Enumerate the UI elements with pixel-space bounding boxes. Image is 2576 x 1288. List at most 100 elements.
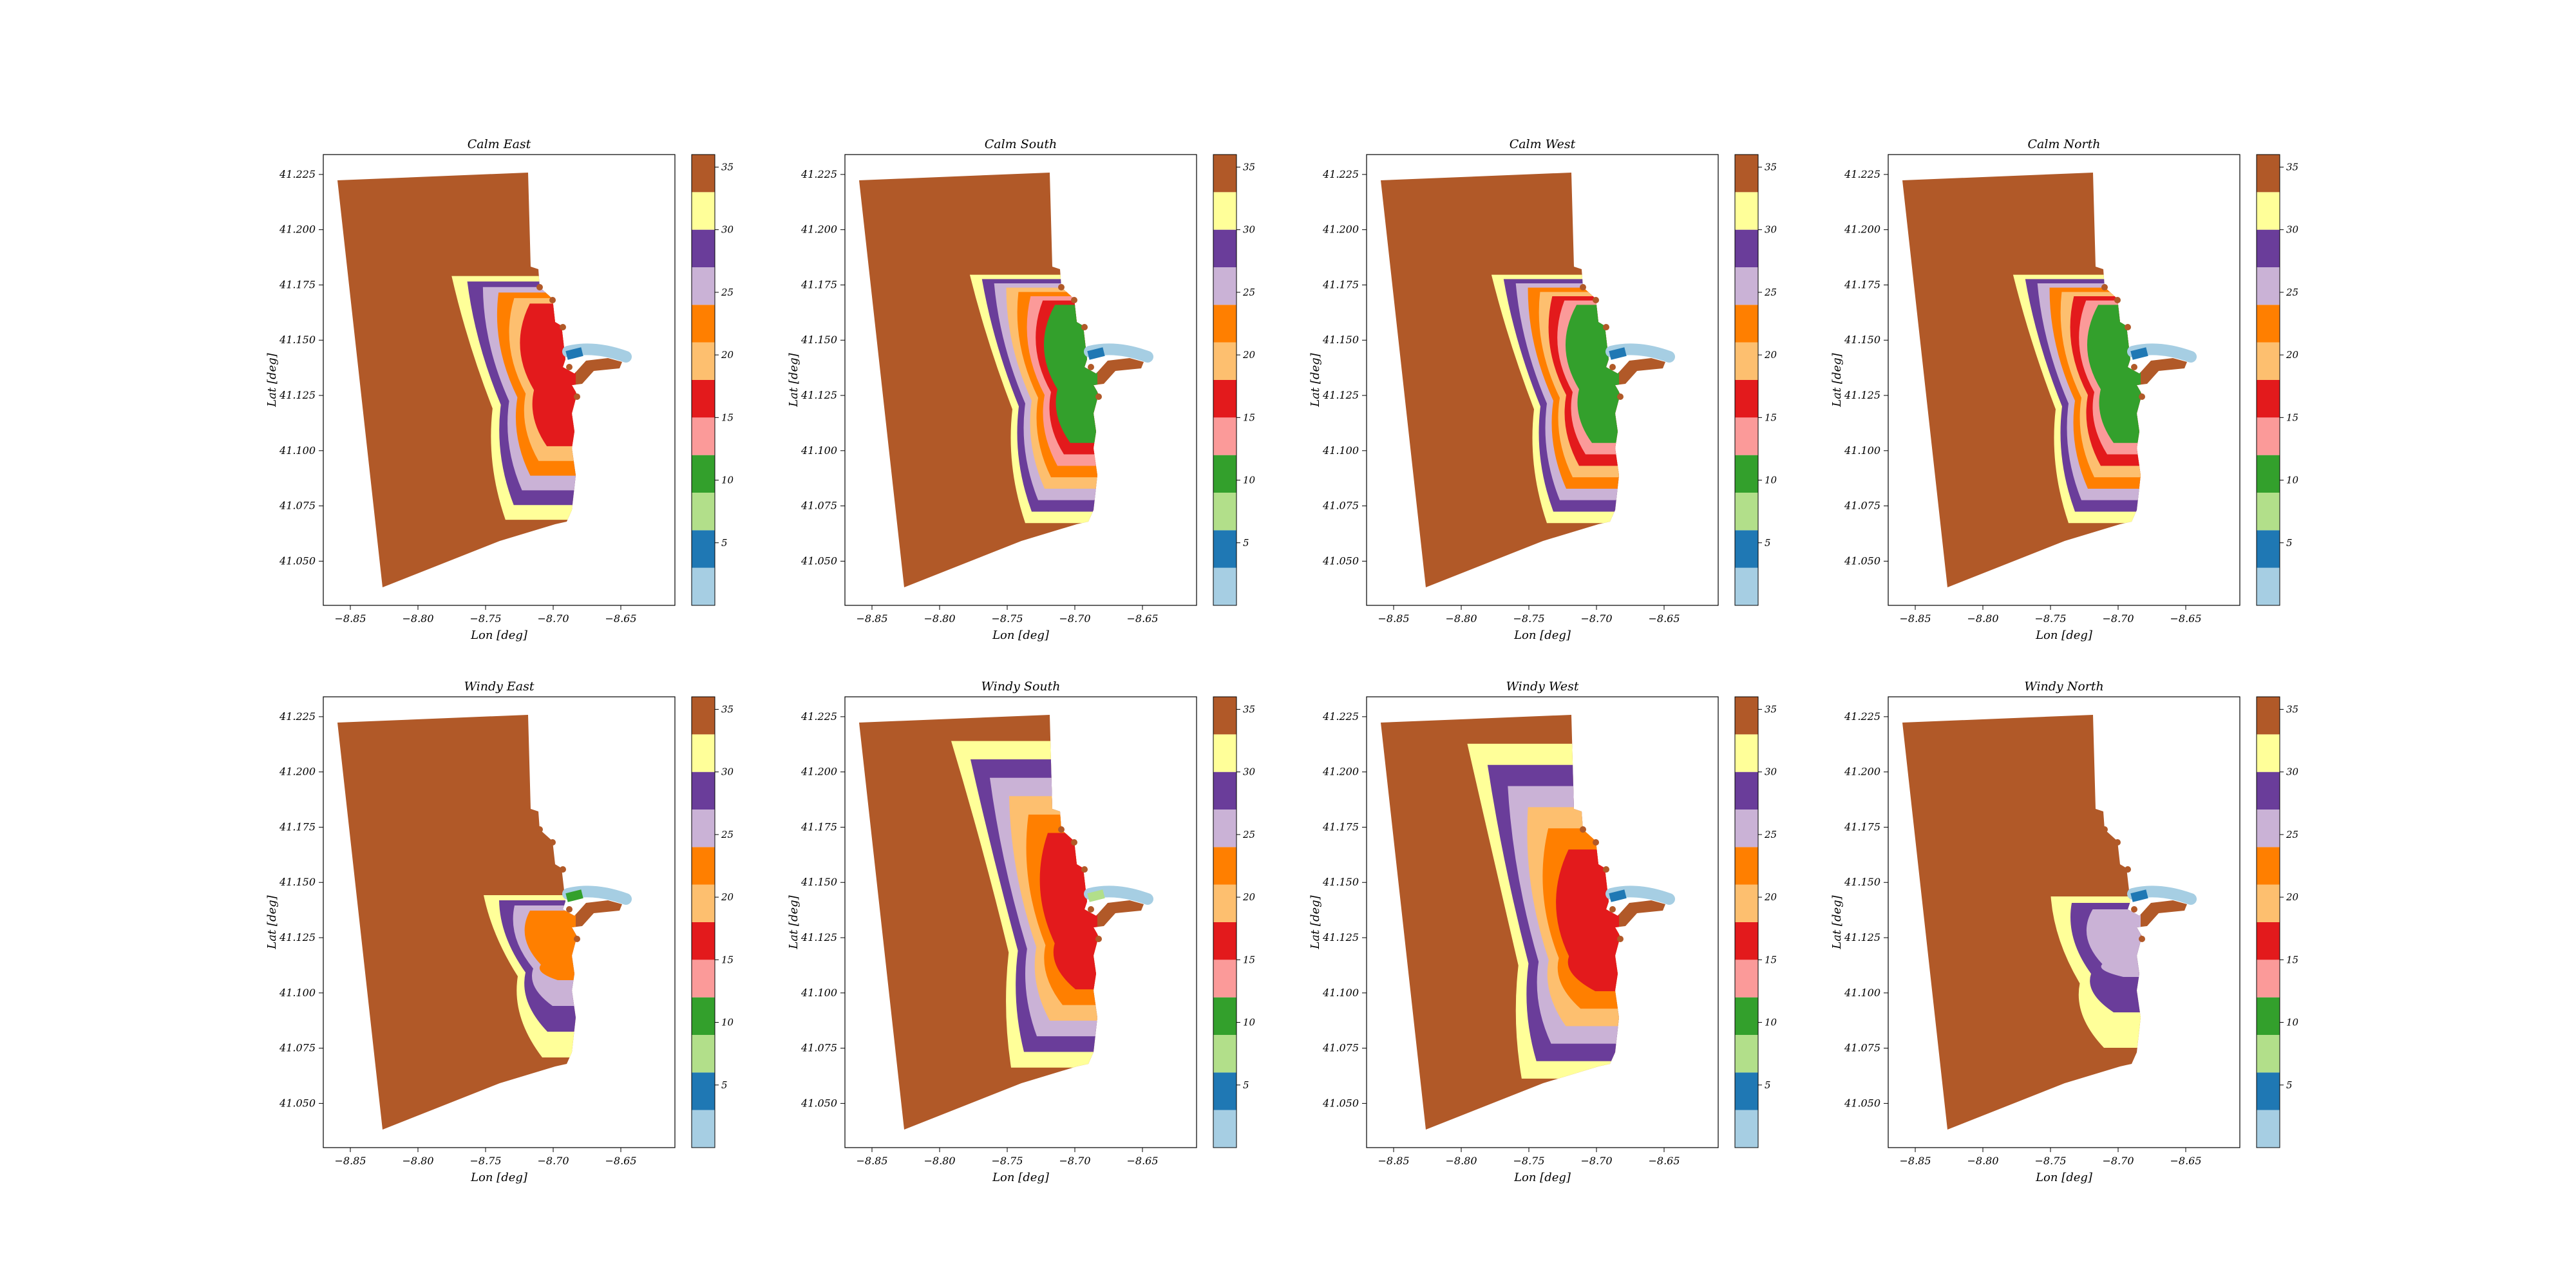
x-tick-label: −8.75 [1513, 1155, 1544, 1167]
colorbar-frame [2256, 696, 2280, 1148]
coast-marker [566, 906, 573, 913]
colorbar-segment [2257, 493, 2280, 531]
y-tick-label: 41.100 [1322, 444, 1359, 457]
colorbar-tick-label: 20 [2286, 349, 2299, 361]
panel-windy-west: Windy West −8.85 −8.80 −8.75 −8.70 −8.65 41.05… [1309, 679, 1777, 1184]
colorbar-tick-label: 10 [2286, 1017, 2299, 1028]
coast-marker [536, 826, 543, 833]
river-mouth [2130, 889, 2148, 902]
axes-frame [323, 696, 676, 1148]
colorbar-segment [1213, 267, 1236, 305]
domain-fill [1381, 173, 1665, 587]
colorbar-segment [2257, 455, 2280, 493]
x-axis-label: Lon [deg] [2035, 629, 2093, 642]
colorbar-segment [1213, 417, 1236, 455]
colorbar-tick-label: 30 [1765, 766, 1777, 778]
coast-marker [2125, 324, 2131, 330]
x-tick-label: −8.65 [605, 1155, 636, 1167]
colorbar-tick-label: 15 [1243, 412, 1255, 423]
colorbar-segment [1213, 530, 1236, 568]
colorbar-segment [1213, 734, 1236, 772]
colorbar-segment [1735, 417, 1758, 455]
colorbar-tick-label: 15 [1765, 954, 1777, 965]
y-tick-label: 41.075 [279, 500, 316, 512]
coast-marker [1088, 364, 1094, 370]
colorbar-frame [1734, 154, 1759, 606]
domain-fill [1902, 173, 2187, 587]
axes-frame [1366, 696, 1719, 1148]
colorbar-tick-label: 35 [1765, 703, 1777, 715]
y-tick-label: 41.050 [1322, 554, 1359, 567]
y-tick-label: 41.100 [800, 987, 837, 999]
colorbar: 5 10 15 20 25 30 35 [1213, 696, 1256, 1148]
colorbar-segment [2257, 960, 2280, 998]
y-tick-label: 41.125 [800, 389, 837, 401]
coast-marker [1609, 364, 1616, 370]
y-tick-label: 41.075 [1844, 1042, 1880, 1054]
y-axis-label: Lat [deg] [1309, 352, 1322, 407]
colorbar-segment [1735, 1110, 1758, 1148]
y-tick-label: 41.125 [1322, 931, 1359, 943]
contour-band [524, 911, 576, 980]
colorbar-segment [692, 847, 715, 885]
colorbar-segment [692, 493, 715, 531]
colorbar-tick-label: 25 [2286, 287, 2298, 298]
colorbar-segment [692, 922, 715, 960]
colorbar-segment [1213, 810, 1236, 848]
x-axis-label: Lon [deg] [992, 629, 1050, 642]
domain-fill [1902, 715, 2187, 1130]
colorbar: 5 10 15 20 25 30 35 [691, 696, 734, 1148]
colorbar-segment [2257, 734, 2280, 772]
x-tick-label: −8.65 [1126, 612, 1158, 625]
colorbar-segment [1213, 192, 1236, 230]
x-axis-label: Lon [deg] [2035, 1171, 2093, 1184]
y-tick-label: 41.225 [1844, 710, 1880, 723]
colorbar-segment [1735, 342, 1758, 380]
y-tick-label: 41.225 [800, 168, 837, 180]
colorbar-segment [692, 734, 715, 772]
colorbar-tick-label: 10 [2286, 475, 2299, 486]
x-tick-label: −8.70 [537, 1155, 569, 1167]
colorbar-tick-label: 35 [721, 161, 734, 173]
axes-frame [1888, 696, 2240, 1148]
colorbar-segment [692, 884, 715, 922]
coast-marker [1095, 936, 1102, 942]
y-tick-label: 41.225 [1322, 710, 1359, 723]
river-mouth [2130, 347, 2148, 360]
axes-frame [1366, 154, 1719, 606]
y-tick-label: 41.200 [279, 766, 316, 778]
y-tick-label: 41.100 [800, 444, 837, 457]
coast-marker [2114, 297, 2121, 303]
colorbar-segment [1213, 884, 1236, 922]
colorbar-segment [1213, 455, 1236, 493]
y-axis-label: Lat [deg] [1830, 895, 1844, 949]
colorbar-tick-label: 35 [1765, 161, 1777, 173]
colorbar-segment [1735, 155, 1758, 193]
domain-fill [337, 173, 622, 587]
colorbar-segment [1213, 342, 1236, 380]
y-axis-label: Lat [deg] [1309, 895, 1322, 949]
colorbar-segment [2257, 1110, 2280, 1148]
y-tick-label: 41.125 [279, 389, 316, 401]
colorbar-segment [692, 155, 715, 193]
coast-marker [536, 284, 543, 290]
colorbar-tick-label: 10 [721, 1017, 734, 1028]
colorbar-tick-label: 20 [1242, 891, 1256, 903]
colorbar-segment [1213, 960, 1236, 998]
y-tick-label: 41.050 [800, 1097, 837, 1109]
coast-marker [574, 393, 580, 400]
colorbar-segment [692, 1035, 715, 1073]
y-axis-label: Lat [deg] [787, 352, 800, 407]
y-tick-label: 41.125 [1322, 389, 1359, 401]
colorbar-frame [1734, 696, 1759, 1148]
colorbar-segment [692, 1110, 715, 1148]
colorbar-tick-label: 10 [721, 475, 734, 486]
colorbar-tick-label: 30 [1765, 224, 1777, 236]
colorbar-tick-label: 15 [1765, 412, 1777, 423]
colorbar-segment [1735, 847, 1758, 885]
colorbar-segment [1213, 997, 1236, 1035]
contour-bands [1491, 274, 1619, 524]
colorbar-segment [1735, 455, 1758, 493]
y-tick-label: 41.175 [279, 278, 316, 290]
colorbar-tick-label: 10 [1243, 475, 1256, 486]
